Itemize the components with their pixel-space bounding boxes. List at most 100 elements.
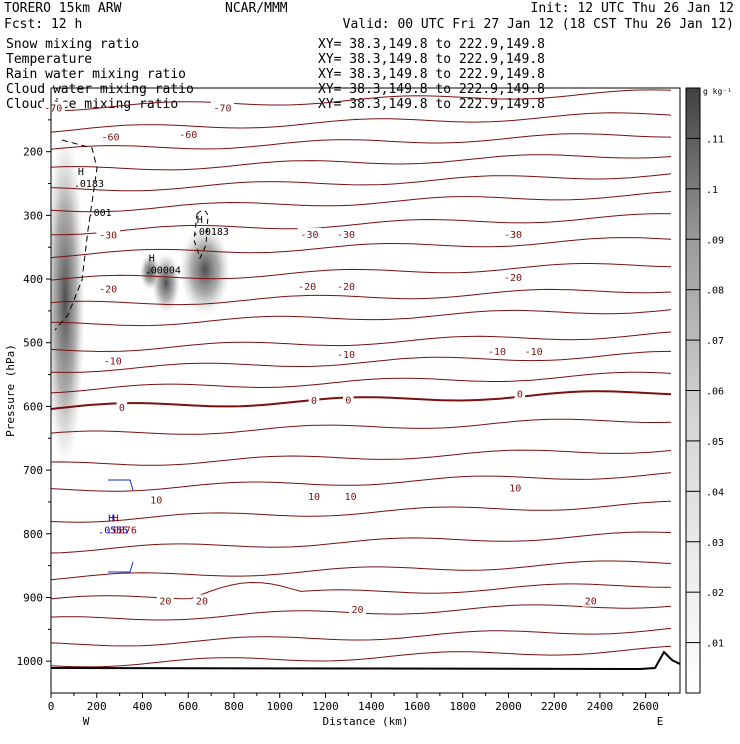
forecast-hour: Fcst: 12 h [4, 17, 82, 32]
isotherm-line [51, 581, 671, 600]
contour-label: -20 [298, 282, 316, 293]
isotherm-line [51, 645, 672, 668]
snow-shading [51, 130, 230, 470]
maximum-value: .0183 [74, 179, 104, 190]
contour-label: -60 [179, 130, 197, 141]
contour-label-bg [506, 481, 524, 494]
contour-label: -20 [99, 285, 117, 296]
contour-label: -20 [337, 282, 355, 293]
low-level-maximum-mark: H [113, 513, 119, 524]
init-time: Init: 12 UTC Thu 26 Jan 12 [531, 1, 735, 16]
isotherm-line [51, 560, 672, 581]
colorbar-tick-label: .07 [706, 336, 724, 347]
x-tick-label: 800 [224, 700, 244, 713]
isotherm-line [51, 288, 672, 306]
contour-label-bg [485, 345, 509, 358]
x-tick-label: 2600 [632, 700, 659, 713]
x-tick-label: 200 [87, 700, 107, 713]
contour-label: 0 [345, 395, 351, 406]
colorbar-unit: g kg⁻¹ [703, 87, 732, 96]
legend-field-label: Snow mixing ratio [6, 37, 139, 52]
contour-label-bg [210, 101, 235, 114]
model-title: TORERO 15km ARW [4, 1, 122, 16]
contour-label-bg [501, 271, 525, 284]
x-tick-label: 1000 [266, 700, 293, 713]
legend-field-label: Rain water mixing ratio [6, 67, 186, 82]
x-tick-label: 2200 [541, 700, 568, 713]
low-level-maximum-value: .0876 [107, 525, 137, 536]
contour-label: 20 [196, 597, 208, 608]
isotherm-line [51, 263, 672, 281]
contour-label-bg [96, 228, 120, 241]
isotherm-line [51, 309, 672, 327]
contour-label: -10 [337, 350, 355, 361]
maximum-value: .001 [88, 208, 112, 219]
contour-label-bg [348, 602, 366, 615]
contour-label-bg [308, 394, 320, 407]
y-tick-label: 500 [23, 337, 43, 350]
isotherm-line [51, 331, 672, 353]
y-tick-label: 600 [23, 400, 43, 413]
maximum-mark: H [197, 215, 203, 226]
colorbar-tick-label: .09 [706, 235, 724, 246]
legend-field-label: Cloud ice mixing ratio [6, 97, 178, 112]
contour-label: -60 [101, 132, 119, 143]
temperature-contours [51, 89, 672, 668]
contour-label-bg [521, 345, 546, 358]
isotherm-line [51, 89, 672, 112]
y-tick-label: 900 [23, 591, 43, 604]
legend-xy-range: XY= 38.3,149.8 to 222.9,149.8 [318, 52, 545, 67]
isotherm-line [51, 350, 672, 373]
contour-label-bg [96, 282, 120, 295]
isotherm-line [51, 213, 672, 236]
isotherm-line [51, 133, 672, 150]
x-tick-label: 1400 [358, 700, 385, 713]
contour-label-bg [334, 227, 358, 240]
colorbar-tick-label: .01 [706, 639, 724, 650]
contour-label: 10 [150, 495, 162, 506]
zero-isotherm [51, 390, 672, 410]
contour-label: -30 [300, 230, 318, 241]
contour-label-bg [334, 348, 358, 361]
east-direction-label: E [657, 715, 664, 728]
x-tick-label: 2400 [587, 700, 614, 713]
y-tick-label: 700 [23, 464, 43, 477]
isotherm-line [51, 191, 672, 213]
maximum-value: .00004 [145, 265, 181, 276]
org-label: NCAR/MMM [225, 1, 288, 16]
colorbar-tick-label: .04 [706, 487, 724, 498]
contour-label-bg [156, 594, 174, 607]
colorbar-tick-label: .1 [706, 185, 718, 196]
contour-label-bg [295, 280, 319, 293]
contour-label-bg [582, 594, 600, 607]
contour-label-bg [101, 354, 125, 367]
low-level-maximum-mark: H [108, 513, 114, 524]
isotherm-line [51, 237, 672, 259]
maximum-mark: H [149, 253, 155, 264]
isotherm-line [51, 627, 672, 647]
contour-label-bg [342, 490, 360, 503]
legend-xy-range: XY= 38.3,149.8 to 222.9,149.8 [318, 67, 545, 82]
valid-time: Valid: 00 UTC Fri 27 Jan 12 (18 CST Thu … [343, 17, 734, 32]
x-tick-label: 1600 [404, 700, 431, 713]
contour-label: -20 [504, 273, 522, 284]
x-tick-label: 1200 [312, 700, 339, 713]
colorbar-tick-label: .02 [706, 588, 724, 599]
colorbar-tick-label: .11 [706, 134, 724, 145]
contour-label: 0 [311, 396, 317, 407]
header: TORERO 15km ARW NCAR/MMM Init: 12 UTC Th… [4, 1, 734, 32]
legend-xy-range: XY= 38.3,149.8 to 222.9,149.8 [318, 97, 545, 112]
isotherm-line [51, 154, 672, 171]
contour-label-bg [297, 227, 322, 240]
contour-label-bg [501, 227, 525, 240]
terrain-surface [51, 650, 680, 671]
y-tick-label: 300 [23, 209, 43, 222]
contour-label-bg [116, 401, 128, 414]
legend-field-label: Cloud water mixing ratio [6, 82, 194, 97]
contour-label: 10 [345, 492, 357, 503]
contour-label: -30 [504, 230, 522, 241]
colorbar-tick-label: .06 [706, 387, 724, 398]
